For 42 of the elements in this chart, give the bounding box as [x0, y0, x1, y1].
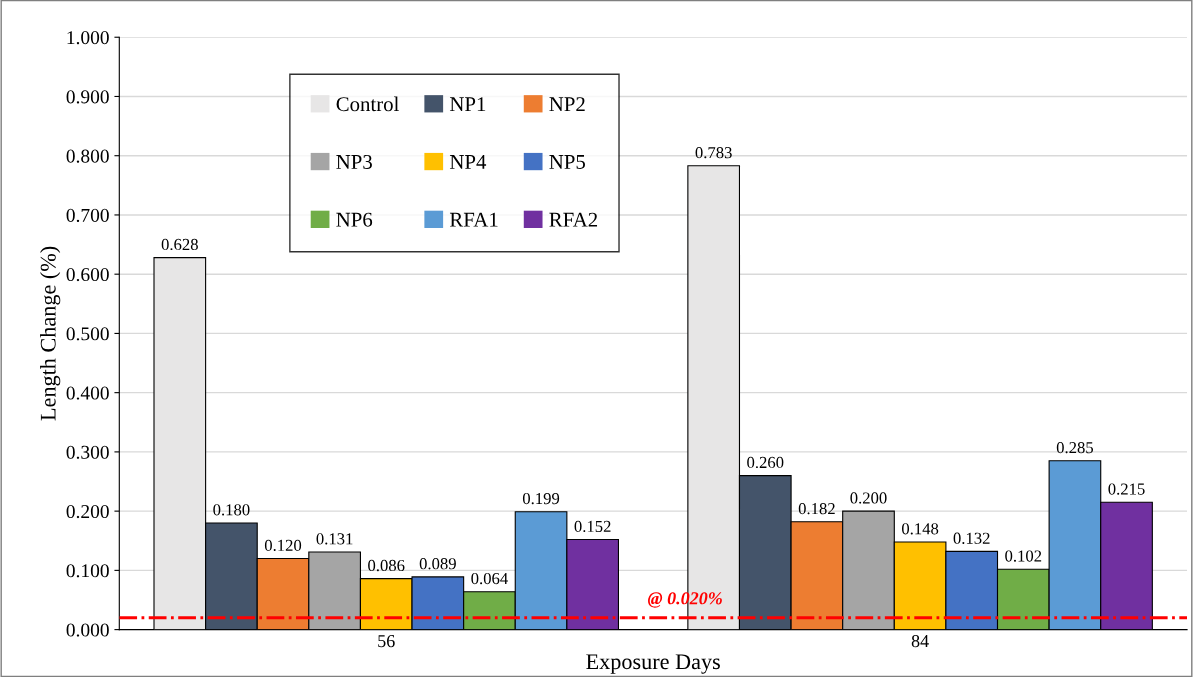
legend-label: RFA1: [449, 212, 498, 227]
data-label: 0.285: [1056, 441, 1094, 454]
legend-label: RFA2: [549, 212, 598, 227]
legend-label: Control: [336, 96, 399, 112]
data-label: 0.152: [574, 520, 611, 533]
y-tick-label: 0.900: [66, 90, 109, 104]
data-label: 0.783: [695, 146, 732, 159]
legend-label: NP3: [336, 154, 372, 169]
y-tick-label: 0.800: [66, 149, 109, 163]
y-tick-label: 1.000: [67, 31, 109, 45]
data-label: 0.102: [1005, 550, 1042, 562]
y-tick-label: 0.400: [66, 386, 109, 400]
x-axis-title: Exposure Days: [586, 654, 720, 674]
x-tick-label: 56: [378, 635, 395, 648]
data-label: 0.064: [471, 572, 508, 585]
y-tick-label: 0.700: [66, 208, 109, 222]
data-label: 0.148: [901, 523, 939, 535]
y-tick-label: 0.300: [66, 445, 109, 459]
data-label: 0.628: [161, 238, 198, 251]
data-label: 0.180: [213, 504, 250, 516]
y-tick-label: 0.500: [66, 327, 109, 341]
y-tick-label: 0.000: [66, 623, 109, 637]
legend-label: NP5: [549, 155, 586, 169]
legend-label: NP1: [449, 97, 486, 111]
data-label: 0.200: [850, 492, 887, 504]
y-tick-label: 0.200: [66, 504, 109, 519]
y-tick-label: 0.100: [66, 564, 109, 578]
data-label: 0.120: [264, 539, 302, 552]
data-label: 0.131: [316, 533, 353, 545]
data-label: 0.089: [419, 558, 456, 570]
data-label: 0.199: [522, 492, 560, 505]
y-axis-title: Length Change (%): [40, 246, 61, 421]
y-tick-label: 0.600: [66, 268, 109, 282]
data-label: 0.132: [953, 532, 990, 544]
x-tick-label: 84: [911, 634, 929, 648]
legend-label: NP4: [449, 155, 487, 169]
data-label: 0.260: [747, 456, 784, 469]
data-label: 0.182: [798, 503, 835, 515]
legend-label: NP6: [336, 212, 373, 227]
data-label: 0.086: [368, 559, 405, 572]
data-label: 0.215: [1108, 483, 1145, 495]
legend-label: NP2: [549, 97, 585, 111]
